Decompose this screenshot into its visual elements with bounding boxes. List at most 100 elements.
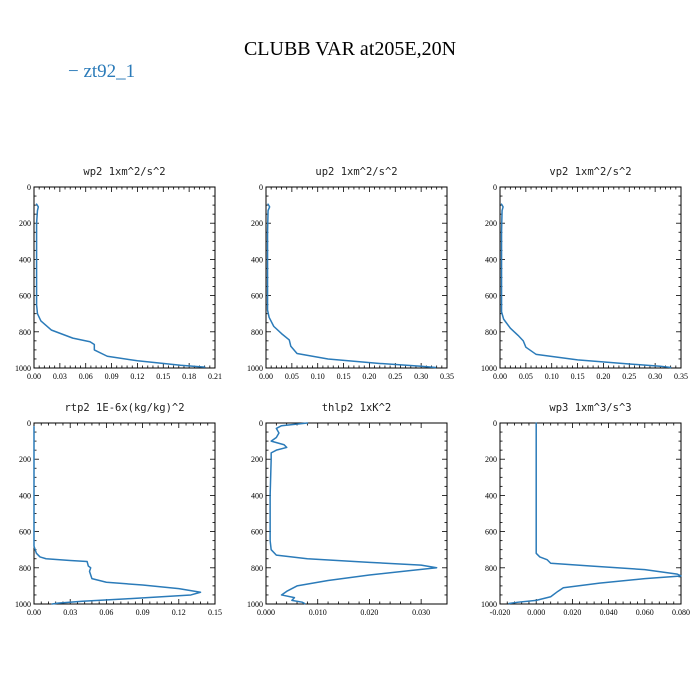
y-tick-label: 200: [485, 219, 497, 228]
x-tick-label: 0.05: [285, 372, 299, 381]
x-tick-label: 0.20: [362, 372, 376, 381]
x-tick-label: 0.080: [672, 608, 690, 617]
y-tick-label: 0: [259, 419, 263, 428]
subplot-4: rtp2 1E-6x(kg/kg)^2 0.00 0.03 0.06 0.09 0.12 0…: [15, 402, 222, 617]
series-line-zt92_1: [269, 422, 438, 605]
subplot-2: up2 1xm^2/s^2 0.00 0.05 0.10 0.15 0.20 0.25 0.3…: [247, 166, 454, 381]
x-tick-label: 0.00: [259, 372, 273, 381]
series-line-zt92_1: [508, 422, 682, 605]
y-tick-label: 400: [251, 491, 263, 500]
y-tick-label: 0: [493, 419, 497, 428]
subplot-title: up2 1xm^2/s^2: [315, 166, 397, 178]
y-tick-label: 600: [251, 292, 263, 301]
x-tick-label: 0.03: [63, 608, 77, 617]
series-line-zt92_1: [266, 203, 437, 369]
y-tick-label: 800: [251, 328, 263, 337]
y-tick-label: 600: [19, 292, 31, 301]
y-tick-label: 1000: [15, 364, 31, 373]
y-tick-label: 1000: [481, 600, 497, 609]
series-line-zt92_1: [500, 203, 672, 369]
x-tick-label: 0.09: [136, 608, 150, 617]
y-tick-label: 200: [485, 455, 497, 464]
subplot-5: thlp2 1xK^2 0.000 0.010 0.020 0.030 0 200 400 60…: [247, 402, 448, 617]
x-tick-label: 0.09: [105, 372, 119, 381]
x-tick-label: 0.15: [208, 608, 222, 617]
x-tick-label: -0.020: [490, 608, 511, 617]
y-tick-label: 800: [19, 328, 31, 337]
y-tick-label: 200: [19, 219, 31, 228]
x-tick-label: 0.15: [571, 372, 585, 381]
y-tick-label: 200: [19, 455, 31, 464]
y-tick-label: 0: [493, 183, 497, 192]
subplot-title: vp2 1xm^2/s^2: [549, 166, 631, 178]
x-tick-label: 0.06: [99, 608, 113, 617]
x-tick-label: 0.15: [337, 372, 351, 381]
x-tick-label: 0.000: [257, 608, 275, 617]
x-tick-label: 0.060: [636, 608, 654, 617]
x-tick-label: 0.030: [412, 608, 430, 617]
y-tick-label: 1000: [247, 600, 263, 609]
plot-frame: [265, 186, 448, 369]
x-tick-label: 0.35: [440, 372, 454, 381]
x-tick-label: 0.00: [27, 608, 41, 617]
y-tick-label: 400: [485, 491, 497, 500]
x-tick-label: 0.020: [360, 608, 378, 617]
x-tick-label: 0.00: [27, 372, 41, 381]
y-tick-label: 600: [19, 528, 31, 537]
subplot-6: wp3 1xm^3/s^3 -0.020 0.000 0.020 0.040 0.060 0…: [481, 402, 690, 617]
y-tick-label: 600: [251, 528, 263, 537]
y-tick-label: 400: [19, 255, 31, 264]
x-tick-label: 0.35: [674, 372, 688, 381]
x-tick-label: 0.21: [208, 372, 222, 381]
y-tick-label: 800: [485, 564, 497, 573]
subplot-title: thlp2 1xK^2: [322, 402, 392, 414]
x-tick-label: 0.10: [311, 372, 325, 381]
y-tick-label: 200: [251, 219, 263, 228]
subplot-title: rtp2 1E-6x(kg/kg)^2: [64, 402, 184, 414]
x-tick-label: 0.00: [493, 372, 507, 381]
y-tick-label: 400: [485, 255, 497, 264]
subplot-3: vp2 1xm^2/s^2 0.00 0.05 0.10 0.15 0.20 0.25 0.3…: [481, 166, 688, 381]
figure-title: CLUBB VAR at205E,20N: [244, 38, 456, 60]
plot-frame: [499, 422, 682, 605]
y-tick-label: 600: [485, 292, 497, 301]
x-tick-label: 0.30: [414, 372, 428, 381]
x-tick-label: 0.15: [156, 372, 170, 381]
plot-frame: [33, 422, 216, 605]
x-tick-label: 0.25: [388, 372, 402, 381]
y-tick-label: 200: [251, 455, 263, 464]
x-tick-label: 0.000: [527, 608, 545, 617]
y-tick-label: 1000: [15, 600, 31, 609]
y-tick-label: 0: [27, 419, 31, 428]
y-tick-label: 800: [485, 328, 497, 337]
x-tick-label: 0.020: [563, 608, 581, 617]
x-tick-label: 0.03: [53, 372, 67, 381]
y-tick-label: 800: [19, 564, 31, 573]
y-tick-label: 1000: [481, 364, 497, 373]
y-tick-label: 0: [259, 183, 263, 192]
y-tick-label: 600: [485, 528, 497, 537]
series-line-zt92_1: [33, 425, 202, 605]
x-tick-label: 0.12: [130, 372, 144, 381]
x-tick-label: 0.06: [79, 372, 93, 381]
x-tick-label: 0.10: [545, 372, 559, 381]
plot-frame: [33, 186, 216, 369]
subplot-title: wp2 1xm^2/s^2: [83, 166, 165, 178]
x-tick-label: 0.040: [600, 608, 618, 617]
plot-frame: [499, 186, 682, 369]
subplot-title: wp3 1xm^3/s^3: [549, 402, 631, 414]
y-tick-label: 1000: [247, 364, 263, 373]
x-tick-label: 0.12: [172, 608, 186, 617]
x-tick-label: 0.18: [182, 372, 196, 381]
x-tick-label: 0.20: [596, 372, 610, 381]
x-tick-label: 0.30: [648, 372, 662, 381]
subplot-grid: wp2 1xm^2/s^2 0.00 0.03 0.06 0.09 0.12 0.15 0.1…: [15, 166, 690, 617]
y-tick-label: 0: [27, 183, 31, 192]
x-tick-label: 0.25: [622, 372, 636, 381]
legend-entry-zt92_1: − zt92_1: [68, 61, 135, 82]
x-tick-label: 0.010: [309, 608, 327, 617]
y-tick-label: 400: [19, 491, 31, 500]
y-tick-label: 400: [251, 255, 263, 264]
series-line-zt92_1: [35, 203, 206, 368]
